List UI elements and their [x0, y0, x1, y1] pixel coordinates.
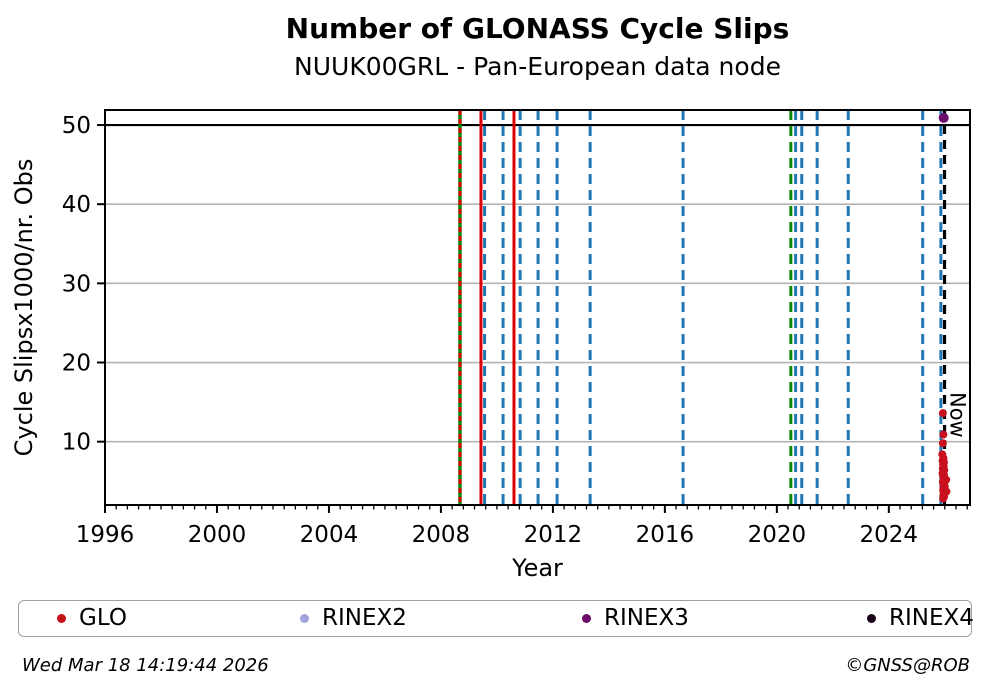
svg-text:1996: 1996 [76, 522, 135, 548]
svg-text:2004: 2004 [300, 522, 359, 548]
x-axis-label: Year [511, 554, 563, 582]
glo-marker-icon [57, 613, 66, 623]
legend-label-rinex2: RINEX2 [322, 605, 407, 631]
legend: GLO RINEX2 RINEX3 RINEX4 [18, 600, 974, 637]
legend-label-glo: GLO [79, 605, 127, 631]
legend-item-glo: GLO [57, 601, 127, 635]
legend-item-rinex4: RINEX4 [867, 601, 974, 635]
rinex3-marker-icon [582, 613, 591, 623]
copyright-credit: ©GNSS@ROB [845, 655, 970, 676]
svg-text:2024: 2024 [860, 522, 919, 548]
rinex2-marker-icon [300, 613, 309, 623]
svg-text:50: 50 [62, 113, 91, 139]
legend-label-rinex4: RINEX4 [889, 605, 974, 631]
svg-text:2020: 2020 [748, 522, 807, 548]
legend-label-rinex3: RINEX3 [604, 605, 689, 631]
svg-text:2012: 2012 [524, 522, 583, 548]
chart-subtitle: NUUK00GRL - Pan-European data node [294, 51, 781, 81]
svg-text:20: 20 [62, 351, 91, 377]
svg-text:2008: 2008 [412, 522, 471, 548]
legend-item-rinex2: RINEX2 [300, 601, 407, 635]
svg-text:10: 10 [62, 430, 91, 456]
svg-text:2000: 2000 [188, 522, 247, 548]
svg-text:30: 30 [62, 271, 91, 297]
y-axis-label: Cycle Slipsx1000/nr. Obs [10, 159, 38, 457]
legend-item-rinex3: RINEX3 [582, 601, 689, 635]
rinex4-marker-icon [867, 613, 876, 623]
plot-timestamp: Wed Mar 18 14:19:44 2026 [22, 655, 269, 676]
now-label: Now [946, 392, 970, 438]
svg-text:40: 40 [62, 192, 91, 218]
svg-text:2016: 2016 [636, 522, 695, 548]
chart-title: Number of GLONASS Cycle Slips [285, 12, 790, 45]
title-block: Number of GLONASS Cycle Slips NUUK00GRL … [105, 0, 970, 80]
